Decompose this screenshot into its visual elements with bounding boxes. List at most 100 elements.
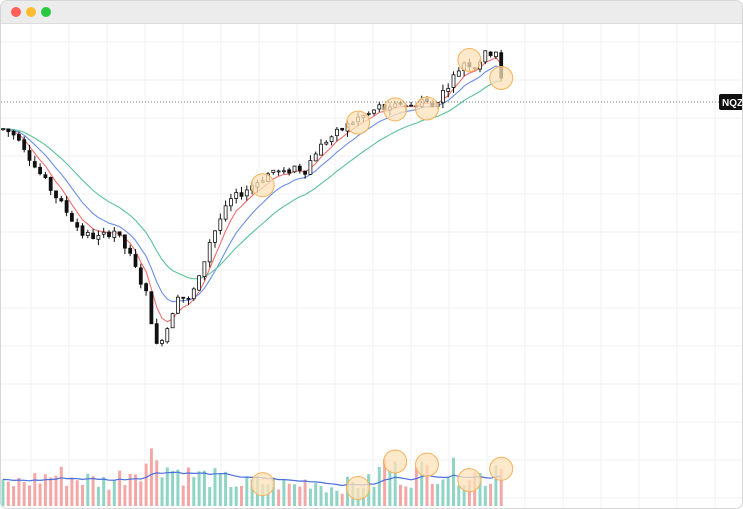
volume-bar <box>6 481 10 506</box>
volume-bar <box>393 461 397 506</box>
candle-body <box>117 231 122 236</box>
candle-body <box>228 198 233 207</box>
volume-bar <box>81 484 84 506</box>
price-highlight-marker <box>415 96 439 121</box>
candle-body <box>170 313 175 329</box>
volume-bar <box>330 487 334 506</box>
candle-body <box>6 128 11 133</box>
volume-bar <box>181 485 185 506</box>
volume-bar <box>128 473 132 506</box>
volume-bar <box>293 484 296 506</box>
volume-bar <box>107 489 111 506</box>
candle-body <box>213 230 217 243</box>
volume-average-line <box>2 471 502 487</box>
volume-bar <box>49 477 53 506</box>
price-tag-group: NQZ <box>1 94 742 110</box>
title-bar <box>1 1 742 24</box>
volume-bar <box>86 473 90 506</box>
volume-bar <box>123 484 127 506</box>
volume-bar <box>234 486 238 506</box>
volume-bar <box>499 468 503 506</box>
candle-body <box>207 242 212 263</box>
volume-bar <box>319 486 323 506</box>
price-tag-label: NQZ <box>722 98 742 109</box>
volume-bar <box>399 484 402 506</box>
price-highlight-marker <box>457 47 482 72</box>
volume-bar <box>467 480 471 506</box>
volume-bar <box>38 483 42 506</box>
volume-bar <box>118 470 122 506</box>
candle-body <box>11 131 16 136</box>
volume-bar <box>192 477 196 506</box>
volume-bar <box>446 476 450 506</box>
volume-bar <box>229 486 233 506</box>
volume-bar <box>404 486 408 506</box>
volume-bar <box>409 487 413 506</box>
price-tag-box <box>719 94 742 110</box>
volume-bar <box>494 465 498 506</box>
candle-body <box>297 165 302 171</box>
candle-body <box>38 166 42 175</box>
candle-body <box>1 128 5 131</box>
zoom-button[interactable] <box>41 7 51 17</box>
candle-body <box>271 169 276 173</box>
volume-highlight-marker <box>250 472 275 497</box>
candle-body <box>319 143 323 156</box>
volume-bar <box>59 466 63 506</box>
minimize-button[interactable] <box>26 7 36 17</box>
price-highlight-marker <box>489 66 514 91</box>
volume-bar <box>324 492 328 506</box>
close-button[interactable] <box>11 7 21 17</box>
volume-bar <box>12 486 16 506</box>
volume-bar <box>134 474 137 506</box>
volume-bar <box>213 468 217 506</box>
volume-bar <box>277 489 281 506</box>
volume-highlight-marker <box>457 468 482 493</box>
volume-bar <box>202 470 206 506</box>
volume-bar <box>377 466 381 506</box>
volume-bar <box>65 485 69 506</box>
volume-bar <box>187 467 190 506</box>
volume-highlight-marker <box>383 449 408 474</box>
volume-bar <box>314 483 318 506</box>
price-chart[interactable]: NQZ <box>1 24 742 508</box>
volume-bar <box>245 476 249 506</box>
candle-body <box>154 323 159 344</box>
candle-body <box>32 161 37 168</box>
candle-body <box>377 104 382 110</box>
volume-bar <box>340 493 344 506</box>
candle-body <box>281 170 286 173</box>
volume-bar <box>287 483 291 506</box>
candle-body <box>96 235 101 240</box>
candle-body <box>446 88 451 92</box>
candle-body <box>329 136 334 142</box>
candle-body <box>123 234 127 249</box>
candle-body <box>59 198 64 202</box>
volume-bar <box>425 464 429 506</box>
volume-bar <box>478 472 482 506</box>
volume-bar <box>102 476 106 506</box>
volume-bar <box>303 479 307 506</box>
volume-bar <box>75 480 79 506</box>
candle-body <box>160 340 164 344</box>
volume-bar <box>430 483 434 506</box>
volume-bar <box>483 485 487 506</box>
volume-bar <box>70 477 74 506</box>
candle-body <box>70 213 74 222</box>
candle-body <box>43 174 48 179</box>
candle-body <box>244 189 249 197</box>
candle-body <box>334 128 339 137</box>
candle-body <box>101 231 106 235</box>
candle-body <box>223 205 228 220</box>
volume-bar <box>240 485 243 506</box>
candle-body <box>292 165 297 173</box>
volume-bar <box>452 457 455 506</box>
candle-body <box>54 190 58 199</box>
volume-bar <box>420 461 424 506</box>
candle-body <box>165 328 170 343</box>
price-highlight-marker <box>383 97 408 122</box>
candle-body <box>493 51 498 58</box>
candle-body <box>440 90 445 104</box>
volume-bar <box>208 487 212 506</box>
volume-bar <box>17 477 21 506</box>
